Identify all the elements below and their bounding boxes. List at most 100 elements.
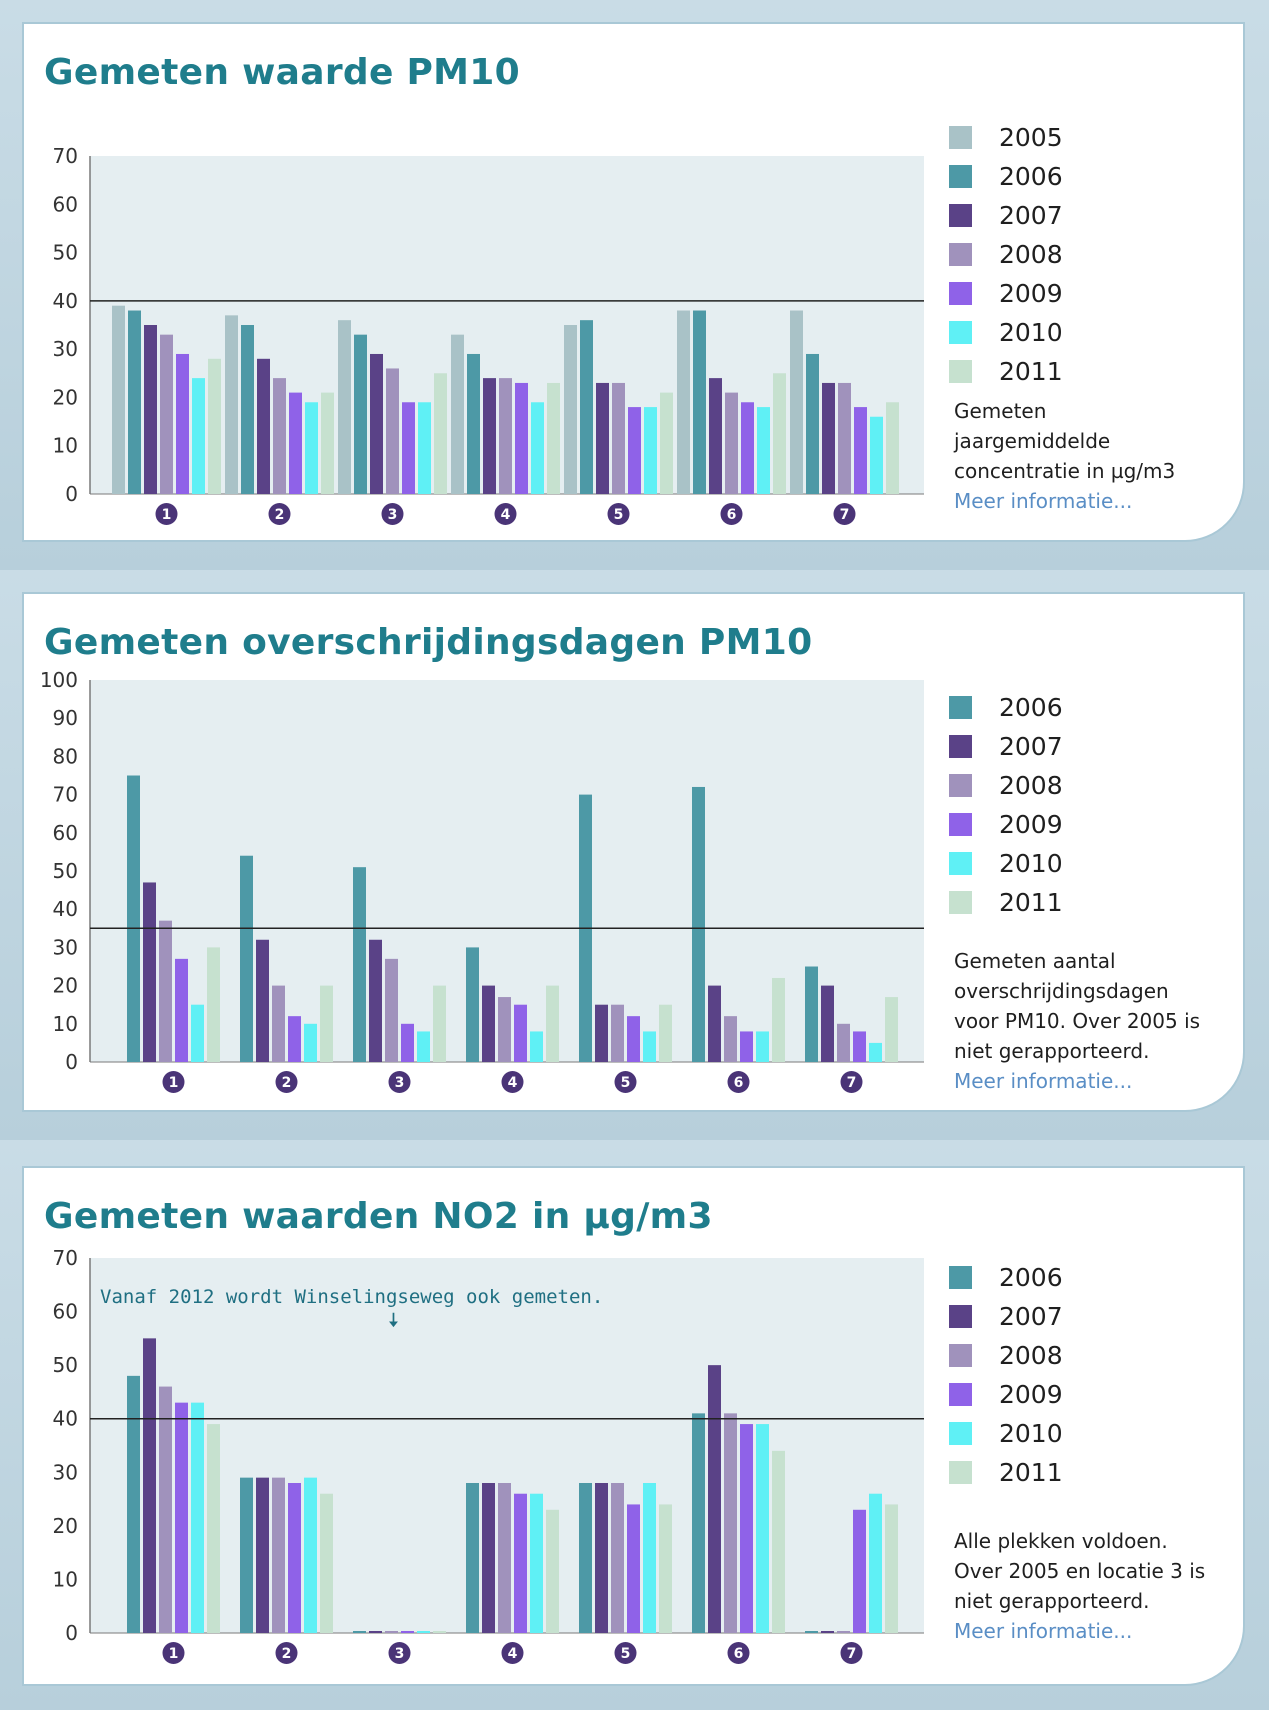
bar-2007-location-4 — [483, 378, 496, 494]
bar-2008-location-2 — [272, 1477, 285, 1633]
description-line: Gemeten — [954, 399, 1047, 423]
bar-2010-location-3 — [417, 1031, 430, 1062]
description-line: jaargemiddelde — [954, 429, 1111, 453]
y-tick-label: 60 — [53, 1300, 78, 1324]
location-badge — [388, 1642, 411, 1664]
bar-2006-location-6 — [692, 1413, 705, 1633]
bar-2011-location-7 — [886, 402, 899, 494]
y-tick-label: 50 — [53, 859, 78, 883]
bar-2006-location-4 — [466, 1483, 479, 1633]
y-tick-label: 60 — [53, 821, 78, 845]
x-tick-label: 5 — [621, 1646, 631, 1662]
legend-label: 2007 — [999, 201, 1063, 230]
legend-swatch — [949, 1305, 972, 1328]
bar-2008-location-6 — [724, 1413, 737, 1633]
bar-2009-location-4 — [515, 382, 528, 494]
legend-swatch — [949, 891, 972, 914]
bar-2006-location-1 — [128, 310, 141, 494]
legend-swatch — [949, 1422, 972, 1445]
bar-2009-location-1 — [176, 353, 189, 494]
x-tick-label: 7 — [840, 507, 850, 523]
bar-2006-location-6 — [693, 310, 706, 494]
y-tick-label: 100 — [40, 668, 78, 692]
bar-2006-location-7 — [806, 353, 819, 494]
bar-2008-location-6 — [724, 1016, 737, 1062]
legend-swatch — [949, 774, 972, 797]
bar-2006-location-3 — [354, 334, 367, 494]
location-badge — [614, 1642, 637, 1664]
legend-label: 2010 — [999, 1419, 1063, 1448]
bar-2010-location-1 — [191, 1004, 204, 1062]
bar-2009-location-4 — [514, 1493, 527, 1633]
bar-2011-location-7 — [885, 997, 898, 1062]
location-badge — [494, 503, 517, 525]
y-tick-label: 20 — [53, 974, 78, 998]
bar-2011-location-2 — [320, 985, 333, 1062]
bar-2011-location-5 — [659, 1504, 672, 1633]
y-tick-label: 50 — [53, 1353, 78, 1377]
location-badge — [162, 1642, 185, 1664]
location-badge — [840, 1642, 863, 1664]
bar-2010-location-6 — [757, 407, 770, 494]
chart-description: Alle plekken voldoen. Over 2005 en locat… — [954, 1526, 1244, 1646]
y-tick-label: 10 — [53, 1567, 78, 1591]
legend-label: 2006 — [999, 162, 1063, 191]
x-tick-label: 2 — [282, 1646, 292, 1662]
legend-label: 2010 — [999, 318, 1063, 347]
bar-2010-location-6 — [756, 1031, 769, 1062]
y-tick-label: 0 — [65, 1050, 78, 1074]
legend-label: 2009 — [999, 1380, 1063, 1409]
arrow-down-icon: 🠇 — [388, 1308, 399, 1332]
bar-2007-location-2 — [256, 1477, 269, 1633]
legend-swatch — [949, 735, 972, 758]
x-tick-label: 6 — [734, 1075, 744, 1091]
bar-2008-location-4 — [498, 997, 511, 1062]
bar-2007-location-3 — [369, 1631, 382, 1633]
location-badge — [607, 503, 630, 525]
legend-label: 2007 — [999, 1302, 1063, 1331]
bar-2010-location-5 — [643, 1031, 656, 1062]
legend-label: 2009 — [999, 810, 1063, 839]
location-badge — [381, 503, 404, 525]
bar-2008-location-3 — [385, 1631, 398, 1633]
more-info-link[interactable]: Meer informatie... — [954, 489, 1133, 513]
description-line: niet gerapporteerd. — [954, 1039, 1150, 1063]
description-line: voor PM10. Over 2005 is — [954, 1009, 1201, 1033]
bar-2007-location-1 — [143, 882, 156, 1062]
y-tick-label: 40 — [53, 897, 78, 921]
bar-2008-location-4 — [499, 378, 512, 494]
location-badge — [720, 503, 743, 525]
bar-2006-location-7 — [805, 966, 818, 1062]
location-badge — [614, 1071, 637, 1093]
bar-2006-location-1 — [127, 1375, 140, 1633]
y-tick-label: 0 — [65, 482, 78, 506]
bar-2008-location-1 — [160, 334, 173, 494]
more-info-link[interactable]: Meer informatie... — [954, 1619, 1133, 1643]
y-tick-label: 0 — [65, 1621, 78, 1645]
bar-2009-location-3 — [401, 1023, 414, 1062]
bar-2011-location-5 — [659, 1004, 672, 1062]
more-info-link[interactable]: Meer informatie... — [954, 1069, 1133, 1093]
legend-swatch — [949, 165, 972, 188]
bar-2008-location-5 — [612, 382, 625, 494]
bar-2010-location-2 — [305, 402, 318, 494]
y-tick-label: 40 — [53, 289, 78, 313]
bar-2005-location-3 — [338, 320, 351, 494]
bar-2006-location-5 — [580, 320, 593, 494]
legend-label: 2007 — [999, 732, 1063, 761]
bar-2005-location-6 — [677, 310, 690, 494]
legend-label: 2009 — [999, 279, 1063, 308]
bar-chart: 0 10 20 30 40 50 60 70 1 2 3 4 5 6 7 — [53, 1246, 924, 1664]
bar-2007-location-4 — [482, 1483, 495, 1633]
description-line: Gemeten aantal — [954, 949, 1116, 973]
location-badge — [501, 1642, 524, 1664]
x-tick-label: 5 — [621, 1075, 631, 1091]
chart-title: Gemeten waarde PM10 — [44, 52, 521, 93]
bar-2006-location-2 — [241, 325, 254, 494]
bar-2009-location-5 — [627, 1016, 640, 1062]
y-tick-label: 20 — [53, 385, 78, 409]
bar-2010-location-7 — [870, 416, 883, 494]
bar-2010-location-1 — [191, 1402, 204, 1633]
bar-2005-location-5 — [564, 325, 577, 494]
bar-2009-location-1 — [175, 958, 188, 1062]
